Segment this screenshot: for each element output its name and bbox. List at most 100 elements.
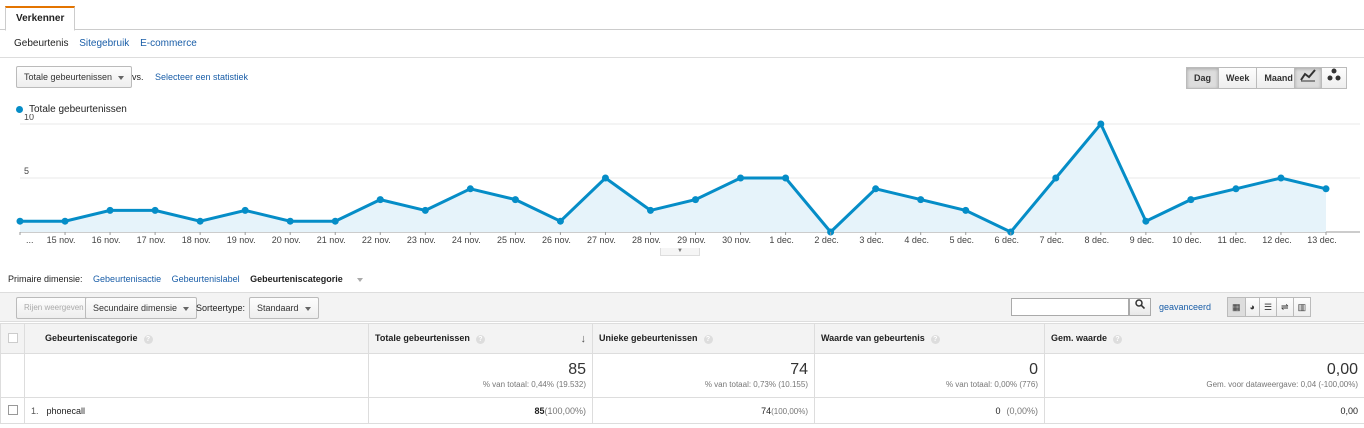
unique-events-cell: 74(100,00%) [592,397,815,424]
period-week-button[interactable]: Week [1218,67,1258,89]
data-point [151,206,159,214]
x-tick-label: 29 nov. [677,235,706,245]
data-point [286,217,294,225]
x-tick-label: 16 nov. [92,235,121,245]
col-header-unique-events[interactable]: Unieke gebeurtenissen? [592,323,815,354]
secondary-dimension-dropdown[interactable]: Secundaire dimensie [85,297,198,319]
data-point [646,206,654,214]
select-all-checkbox[interactable] [7,332,18,343]
x-tick-label: 19 nov. [227,235,256,245]
x-tick-label: 15 nov. [47,235,76,245]
x-tick-label: 23 nov. [407,235,436,245]
series-line [20,121,1327,235]
data-point [241,206,249,214]
secondary-dimension-label: Secundaire dimensie [93,303,178,313]
row-index: 1. [31,405,39,416]
sort-type-dropdown[interactable]: Standaard [249,297,319,319]
line-chart-icon[interactable] [1294,67,1322,89]
row-checkbox[interactable] [7,404,18,415]
chart-type-toggle [1294,67,1347,89]
x-tick-label: 3 dec. [859,235,884,245]
data-point [511,196,519,204]
x-tick-label: 10 dec. [1172,235,1202,245]
data-point [16,217,24,225]
help-icon[interactable]: ? [703,335,713,344]
chart-collapse-handle[interactable]: ▼ [660,248,700,256]
table-search-input[interactable] [1011,298,1129,316]
data-point [466,185,474,193]
x-tick-label: 21 nov. [317,235,346,245]
dimension-gebeurtenislabel[interactable]: Gebeurtenislabel [171,274,240,284]
x-tick-label: 9 dec. [1130,235,1155,245]
subnav-gebeurtenis[interactable]: Gebeurtenis [14,38,69,49]
primary-dimension-row: Primaire dimensie: Gebeurtenisactie Gebe… [8,274,379,284]
data-point [601,174,609,182]
data-point [782,174,790,182]
compare-metric-link[interactable]: Selecteer een statistiek [155,72,249,82]
col-header-avg-value-label: Gem. waarde [1051,333,1108,343]
sort-down-arrow-icon: ↓ [580,332,587,345]
dimension-current[interactable]: Gebeurteniscategorie [250,274,371,284]
col-header-event-value-label: Waarde van gebeurtenis [821,333,925,343]
data-point [1052,174,1060,182]
plot-rows-button[interactable]: Rijen weergeven [16,297,92,319]
performance-view-icon[interactable]: ☰ [1258,297,1278,317]
table-view-icon[interactable]: ▦ [1227,297,1246,317]
total-events-cell: 85(100,00%) [368,397,593,424]
event-value-total: 0 % van totaal: 0,00% (776) [814,353,1045,398]
total-note: % van totaal: 0,00% (776) [945,380,1038,389]
col-header-event-value[interactable]: Waarde van gebeurtenis? [814,323,1045,354]
x-tick-label: 11 dec. [1218,235,1247,245]
table-header-row: Gebeurteniscategorie? Totale gebeurtenis… [0,323,1364,354]
avg-value-total: 0,00 Gem. voor dataweergave: 0,04 (-100,0… [1044,353,1364,398]
search-icon[interactable] [1129,298,1151,316]
total-value: 74 [790,361,808,378]
unique-events-total: 74 % van totaal: 0,73% (10.155) [592,353,815,398]
tab-verkenner[interactable]: Verkenner [5,6,76,31]
x-tick-label: 5 dec. [949,235,974,245]
col-header-total-events[interactable]: Totale gebeurtenissen? ↓ [368,323,593,354]
subnav-sitegebruik[interactable]: Sitegebruik [79,38,130,49]
data-point [421,206,429,214]
comparison-view-icon[interactable]: ⇌ [1276,297,1294,317]
x-tick-label: 30 nov. [722,235,751,245]
metric-dropdown[interactable]: Totale gebeurtenissen [16,66,133,88]
col-header-unique-events-label: Unieke gebeurtenissen [599,333,698,343]
sort-type-label: Sorteertype: [196,303,246,313]
chevron-down-icon [118,75,125,80]
col-header-category[interactable]: Gebeurteniscategorie? [24,323,369,354]
x-tick-label: 17 nov. [137,235,166,245]
subnav-ecommerce[interactable]: E-commerce [140,38,197,49]
table-row: 1. phonecall 85(100,00%) 74(100,00%) 0 (0,… [0,397,1364,424]
avg-value-cell: 0,00 [1044,397,1364,424]
help-icon[interactable]: ? [930,335,940,344]
help-icon[interactable]: ? [475,334,485,344]
pie-view-icon[interactable]: ◕ [1244,297,1260,317]
x-tick-label: ... [26,235,34,245]
data-point [61,217,69,225]
data-point [962,206,970,214]
category-link[interactable]: phonecall [46,405,86,416]
data-point [196,217,204,225]
period-toggle: Dag Week Maand [1186,67,1301,89]
motion-chart-icon[interactable] [1321,67,1347,89]
y-tick-label: 10 [24,114,34,122]
col-header-category-label: Gebeurteniscategorie [45,333,138,343]
metric-dropdown-label: Totale gebeurtenissen [24,72,113,82]
chevron-down-icon [356,277,363,282]
col-header-avg-value[interactable]: Gem. waarde? [1044,323,1364,354]
x-tick-label: 26 nov. [542,235,571,245]
pivot-view-icon[interactable]: ▥ [1292,297,1312,317]
period-day-button[interactable]: Dag [1186,67,1220,89]
advanced-filter-link[interactable]: geavanceerd [1159,302,1212,312]
help-icon[interactable]: ? [143,335,153,344]
chevron-down-icon [304,306,311,311]
data-point [872,185,880,193]
x-tick-label: 20 nov. [272,235,301,245]
help-icon[interactable]: ? [1113,335,1123,344]
totals-row: 85 % van totaal: 0,44% (19.532) 74 % van t… [0,353,1364,398]
divider [0,57,1364,58]
cell-value: 0,00 [1340,405,1358,416]
data-point [1322,185,1330,193]
dimension-gebeurtenisactie[interactable]: Gebeurtenisactie [93,274,162,284]
